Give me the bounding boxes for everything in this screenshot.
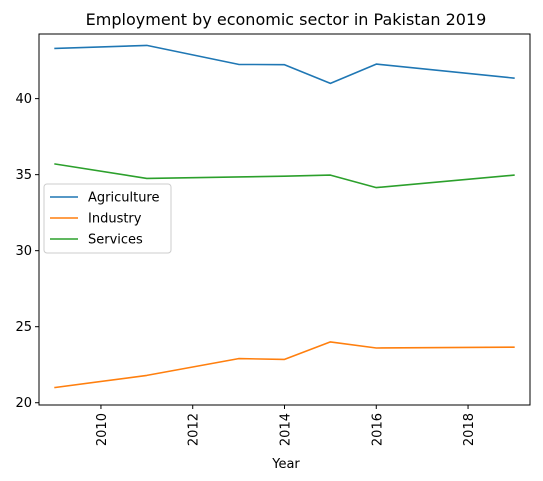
legend-label-industry: Industry	[88, 212, 142, 227]
y-tick-label: 25	[15, 320, 32, 335]
legend-box	[43, 183, 172, 254]
y-tick-label: 35	[15, 168, 32, 183]
series-line-industry	[54, 341, 515, 389]
series-lines	[54, 44, 515, 389]
chart-title: Employment by economic sector in Pakista…	[86, 10, 487, 29]
series-line-services	[54, 163, 515, 189]
x-axis-label: Year	[271, 457, 300, 472]
legend-label-services: Services	[88, 233, 143, 248]
y-tick-label: 20	[15, 396, 32, 411]
x-tick-label: 2016	[370, 413, 385, 446]
x-axis: 2010 2012 2014 2016 2018	[95, 405, 477, 446]
legend: Agriculture Industry Services	[43, 183, 172, 254]
y-axis: 20 25 30 35 40	[15, 92, 39, 411]
y-tick-label: 40	[15, 92, 32, 107]
series-line-agriculture	[54, 44, 515, 85]
x-tick-label: 2012	[187, 413, 202, 446]
x-tick-label: 2014	[279, 413, 294, 446]
y-tick-label: 30	[15, 244, 32, 259]
x-tick-label: 2018	[462, 413, 477, 446]
x-tick-label: 2010	[95, 413, 110, 446]
legend-label-agriculture: Agriculture	[88, 191, 160, 206]
